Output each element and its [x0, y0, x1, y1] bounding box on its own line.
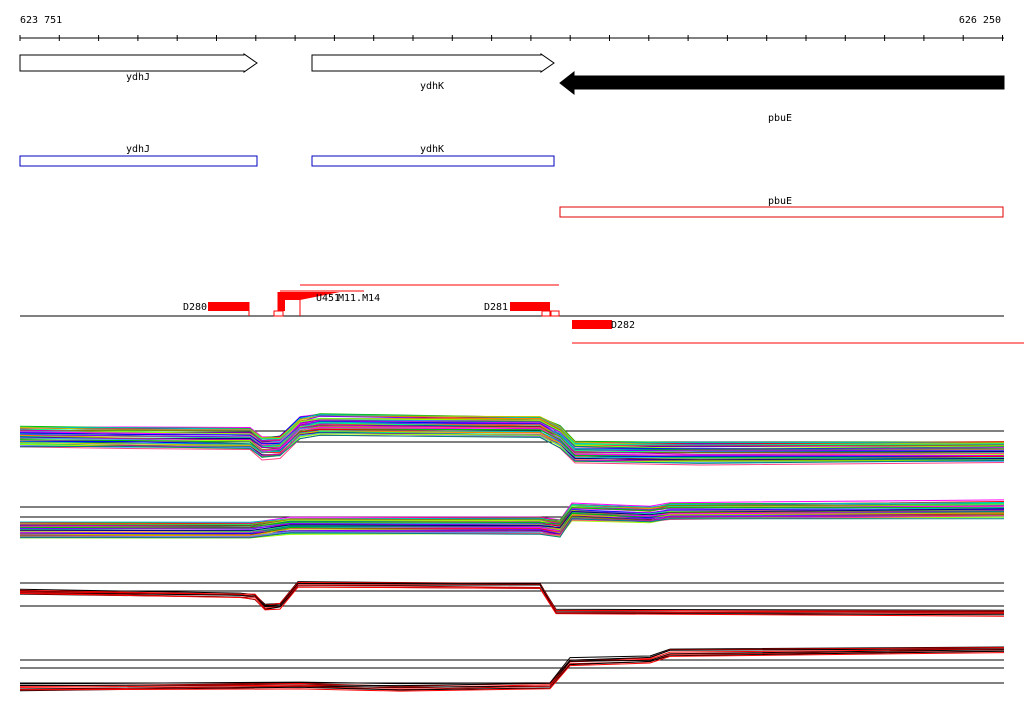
- expression-trace: [19, 425, 1005, 454]
- expression-trace: [19, 648, 1005, 687]
- expression-traces: [19, 413, 1005, 466]
- feature-label: M11.M14: [338, 293, 380, 304]
- probe-track: D280 U451 M11.M14 D281 D282: [20, 284, 1024, 344]
- forward-gene-arrow[interactable]: [311, 53, 555, 73]
- annotation-label: ydhK: [420, 144, 444, 155]
- ruler-start-coordinate: 623 751: [20, 15, 62, 26]
- expression-trace: [19, 422, 1005, 452]
- expression-panel-1: [19, 413, 1005, 466]
- annotation-box[interactable]: [311, 155, 555, 167]
- annotation-ydhJ[interactable]: ydhJ: [19, 144, 258, 167]
- annotation-ydhK[interactable]: ydhK: [311, 144, 555, 167]
- expression-panel-2: [19, 499, 1005, 539]
- annotation-pbuE[interactable]: pbuE: [559, 196, 1004, 218]
- feature-marker: [550, 310, 560, 317]
- expression-trace: [19, 652, 1005, 692]
- coordinate-ruler: 623 751 626 250: [19, 15, 1004, 41]
- feature-D280[interactable]: D280: [183, 302, 250, 316]
- expression-trace: [19, 504, 1005, 526]
- annotation-track: ydhJ ydhK pbuE: [19, 144, 1004, 218]
- gene-track: ydhJ ydhK pbuE: [19, 53, 1005, 124]
- expression-trace: [19, 507, 1004, 529]
- gene-pbuE[interactable]: pbuE: [559, 70, 1005, 124]
- expression-trace: [19, 518, 1004, 539]
- expression-trace: [19, 509, 1005, 530]
- feature-M11-M14[interactable]: M11.M14: [338, 293, 380, 304]
- expression-traces: [19, 581, 1005, 617]
- gene-ydhK[interactable]: ydhK: [311, 53, 555, 92]
- reverse-gene-arrow[interactable]: [559, 70, 1005, 96]
- expression-trace: [19, 414, 1005, 445]
- expression-trace: [19, 646, 1005, 685]
- feature-label: U451: [316, 293, 340, 304]
- expression-traces: [19, 499, 1005, 539]
- feature-bar[interactable]: [208, 302, 249, 311]
- feature-label: D280: [183, 302, 207, 313]
- feature-D282[interactable]: D282: [572, 320, 635, 331]
- feature-label: D282: [611, 320, 635, 331]
- expression-trace: [19, 508, 1005, 532]
- feature-bar[interactable]: [572, 320, 612, 329]
- expression-trace: [19, 422, 1005, 454]
- expression-trace: [19, 648, 1005, 689]
- expression-trace: [19, 418, 1005, 450]
- annotation-label: ydhJ: [126, 144, 150, 155]
- expression-traces: [19, 646, 1005, 692]
- feature-bar[interactable]: [510, 302, 550, 311]
- expression-trace: [19, 434, 1005, 464]
- expression-trace: [19, 586, 1005, 617]
- feature-marker: [273, 310, 284, 317]
- expression-panel-3: [19, 581, 1005, 617]
- gene-label: ydhJ: [126, 72, 150, 83]
- feature-U451[interactable]: U451: [273, 292, 340, 317]
- expression-trace: [19, 424, 1005, 455]
- expression-trace: [19, 512, 1005, 537]
- gene-label: ydhK: [420, 81, 444, 92]
- feature-label: D281: [484, 302, 508, 313]
- feature-bar[interactable]: [278, 292, 340, 311]
- expression-panel-4: [19, 646, 1005, 692]
- annotation-box[interactable]: [559, 206, 1004, 218]
- feature-marker: [541, 310, 551, 317]
- expression-trace: [19, 650, 1005, 692]
- annotation-box[interactable]: [19, 155, 258, 167]
- gene-ydhJ[interactable]: ydhJ: [19, 53, 258, 83]
- expression-trace: [19, 584, 1005, 614]
- expression-trace: [19, 650, 1005, 691]
- expression-trace: [19, 584, 1005, 614]
- feature-D281[interactable]: D281: [484, 302, 560, 317]
- annotation-label: pbuE: [768, 196, 792, 207]
- forward-gene-arrow[interactable]: [19, 53, 258, 73]
- ruler-end-coordinate: 626 250: [959, 15, 1001, 26]
- expression-trace: [19, 415, 1005, 446]
- gene-label: pbuE: [768, 113, 792, 124]
- ruler-ticks: [19, 35, 1003, 41]
